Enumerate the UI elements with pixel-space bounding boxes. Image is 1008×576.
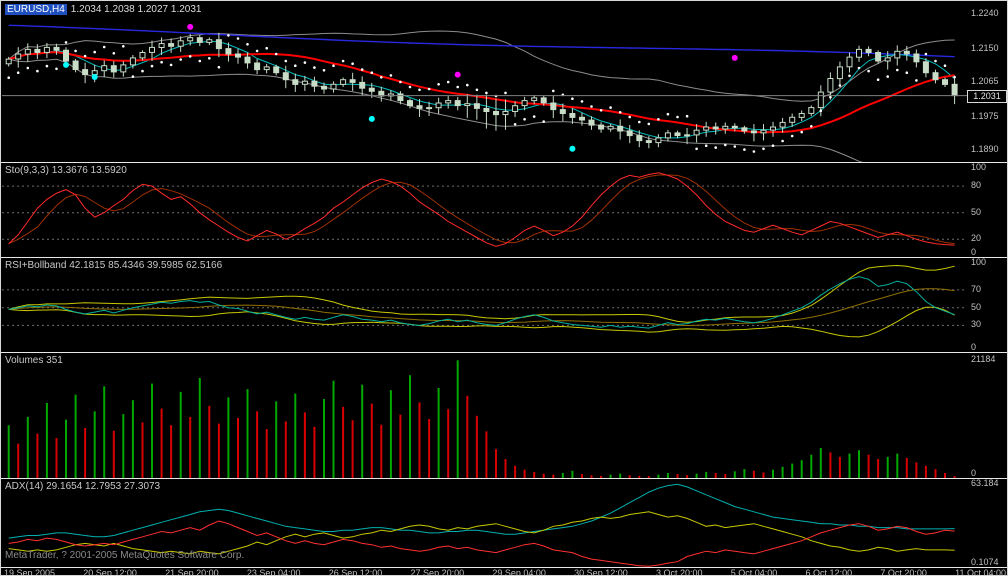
pane-separator[interactable]: [1, 257, 1007, 258]
adx-label: ADX(14) 29.1654 12.7953 27.3073: [5, 481, 161, 492]
scale-label: 20: [971, 233, 982, 244]
scale-label: 1.2240: [971, 8, 999, 19]
time-label: 3 Oct 20:00: [655, 568, 703, 576]
pane-separator[interactable]: [1, 567, 1007, 568]
stochastic-label: Sto(9,3,3) 13.3676 13.5920: [5, 165, 127, 176]
time-label: 7 Oct 20:00: [880, 568, 927, 576]
time-label: 21 Sep 20:00: [165, 568, 219, 576]
scale-label: 100: [971, 162, 987, 173]
symbol-period-label: EURUSD,H4: [5, 4, 67, 15]
time-label: 27 Sep 20:00: [410, 568, 465, 576]
adx-pane[interactable]: ADX(14) 29.1654 12.7953 27.3073: [2, 479, 967, 567]
scale-label: 0.1074: [971, 557, 999, 567]
scale-label: 0: [971, 247, 977, 257]
scale-label: 0: [971, 468, 977, 478]
copyright-text: MetaTrader, ? 2001-2005 MetaQuotes Softw…: [5, 550, 245, 561]
scale-label: 50: [971, 206, 982, 217]
time-label: 29 Sep 04:00: [492, 568, 546, 576]
ohlc-values: 1.2034 1.2038 1.2027 1.2031: [70, 4, 202, 15]
rsi-bollband-pane[interactable]: RSI+Bollband 42.1815 85.4346 39.5985 62.…: [2, 258, 967, 352]
price-chart-pane[interactable]: EURUSD,H4 1.2034 1.2038 1.2027 1.2031: [2, 2, 967, 162]
scale-label: 1.2150: [971, 43, 999, 54]
rsi-bollband-label: RSI+Bollband 42.1815 85.4346 39.5985 62.…: [5, 260, 223, 271]
scale-label: 0: [971, 342, 977, 352]
scale-label: 30: [971, 319, 982, 330]
time-label: 11 Oct 04:00: [955, 568, 1006, 576]
pane-separator[interactable]: [1, 478, 1007, 479]
time-label: 30 Sep 12:00: [574, 568, 628, 576]
scale-label: 1.1975: [971, 111, 999, 122]
scale-label: 100: [971, 257, 987, 268]
volumes-pane[interactable]: Volumes 351: [2, 353, 967, 478]
time-axis: 19 Sep 2005 20 Sep 12:00 21 Sep 20:00 23…: [4, 568, 1006, 576]
time-label: 19 Sep 2005: [4, 568, 56, 576]
time-label: 6 Oct 12:00: [805, 568, 853, 576]
scale-label: 63.184: [971, 478, 999, 488]
scale-label: 80: [971, 180, 982, 191]
time-label: 20 Sep 12:00: [83, 568, 137, 576]
time-label: 5 Oct 04:00: [730, 568, 778, 576]
time-label: 26 Sep 12:00: [328, 568, 383, 576]
current-price-tag: 1.2031: [967, 89, 1007, 103]
scale-label: 1.1890: [971, 144, 999, 155]
time-label: 23 Sep 04:00: [246, 568, 301, 576]
volumes-label: Volumes 351: [5, 355, 63, 366]
scale-label: 50: [971, 301, 982, 312]
scale-label: 1.2065: [971, 76, 999, 87]
scale-label: 21184: [971, 354, 996, 365]
symbol-label: EURUSD,H4 1.2034 1.2038 1.2027 1.2031: [5, 4, 201, 15]
stochastic-pane[interactable]: Sto(9,3,3) 13.3676 13.5920: [2, 163, 967, 257]
scale-label: 70: [971, 283, 982, 294]
pane-separator[interactable]: [1, 352, 1007, 353]
pane-separator[interactable]: [1, 162, 1007, 163]
